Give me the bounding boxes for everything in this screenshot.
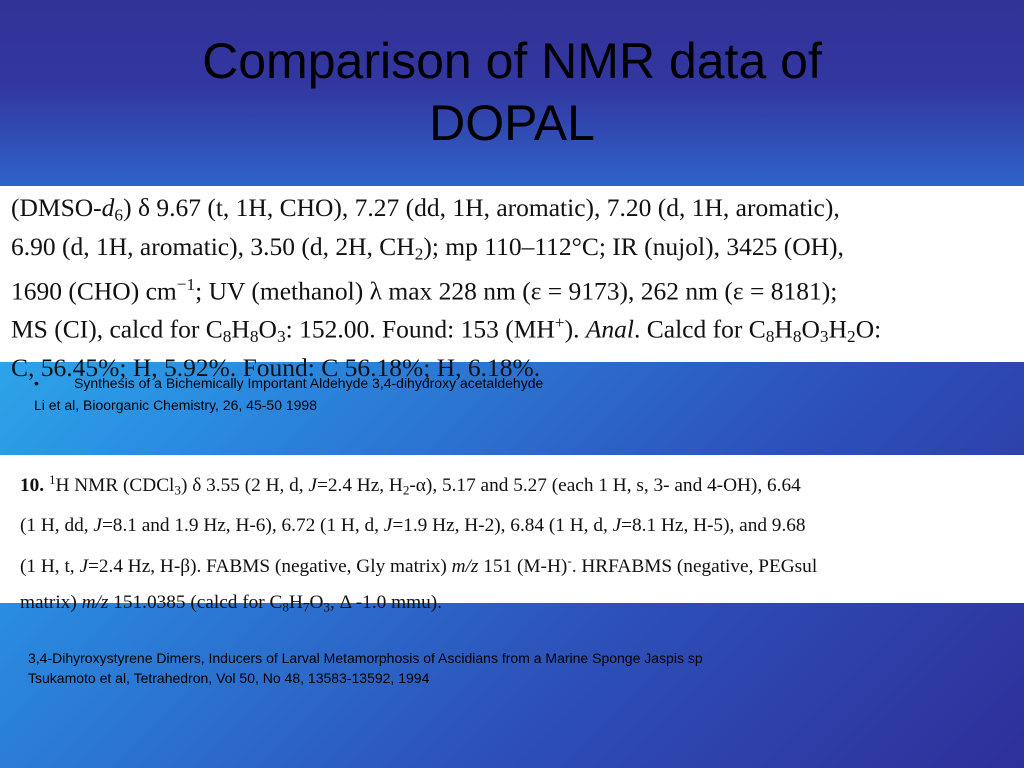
slide-title-line1: Comparison of NMR data of [202,33,822,89]
excerpt1-line3: 1690 (CHO) cm−1; UV (methanol) λ max 228… [11,275,838,306]
reference-2-title: 3,4-Dihyroxystyrene Dimers, Inducers of … [28,650,703,666]
excerpt1-line4: MS (CI), calcd for C8H8O3: 152.00. Found… [11,313,882,346]
nmr-excerpt-1: (DMSO-d6) δ 9.67 (t, 1H, CHO), 7.27 (dd,… [0,186,1024,382]
title-band [0,0,1024,186]
nmr-excerpt-2: 10. 1H NMR (CDCl3) δ 3.55 (2 H, d, J=2.4… [0,455,1024,614]
reference-1-citation: Li et al, Bioorganic Chemistry, 26, 45-5… [34,397,318,413]
reference-2-citation: Tsukamoto et al, Tetrahedron, Vol 50, No… [28,670,430,686]
bullet-icon: • [34,375,39,391]
reference-1-title: Synthesis of a Bichemically Important Al… [74,375,544,391]
reference-1-title-row: • Synthesis of a Bichemically Important … [34,372,543,394]
excerpt1-line5: C, 56.45%; H, 5.92%. Found: C 56.18%; H,… [11,353,541,383]
excerpt2-line3: (1 H, t, J=2.4 Hz, H-β). FABMS (negative… [20,553,818,578]
excerpt1-line1: (DMSO-d6) δ 9.67 (t, 1H, CHO), 7.27 (dd,… [11,193,840,225]
reference-1: • Synthesis of a Bichemically Important … [34,372,543,416]
reference-2: 3,4-Dihyroxystyrene Dimers, Inducers of … [28,648,703,688]
excerpt2-line2: (1 H, dd, J=8.1 and 1.9 Hz, H-6), 6.72 (… [20,514,806,536]
slide-title-line2: DOPAL [429,95,595,151]
excerpt2-line4: matrix) m/z 151.0385 (calcd for C8H7O3, … [20,592,442,615]
slide-title: Comparison of NMR data of DOPAL [0,30,1024,154]
excerpt1-line2: 6.90 (d, 1H, aromatic), 3.50 (d, 2H, CH2… [11,231,844,263]
excerpt2-line1: 10. 1H NMR (CDCl3) δ 3.55 (2 H, d, J=2.4… [20,472,801,498]
